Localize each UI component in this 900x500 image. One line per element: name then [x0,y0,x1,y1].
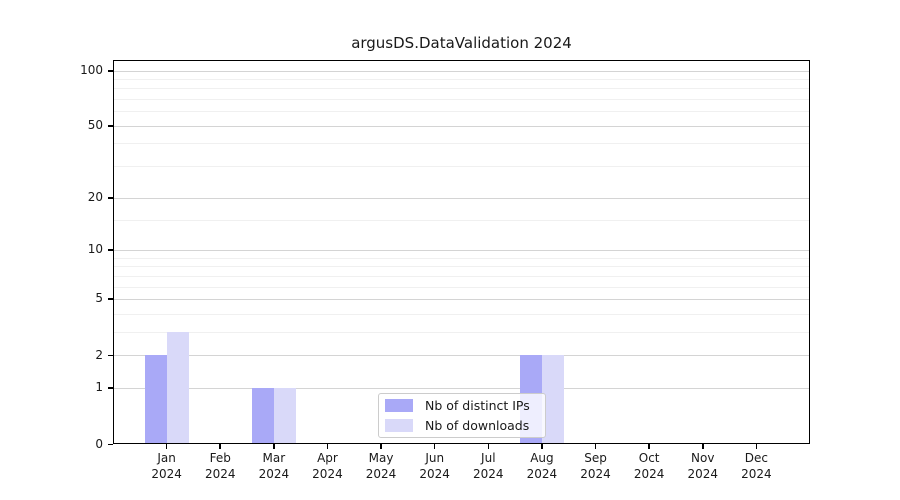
x-tick-mark [755,444,758,449]
legend-swatch-downloads [385,419,413,432]
bar-downloads-mar [273,387,296,444]
x-tick-mark [433,444,436,449]
y-tick-label: 1 [95,380,103,395]
gridline-minor [113,143,810,145]
x-tick-label: Apr 2024 [312,451,343,481]
x-tick-mark [702,444,704,449]
x-tick-label: May 2024 [365,451,397,481]
x-tick-label: Oct 2024 [633,451,665,481]
y-tick-mark [108,298,113,300]
gridline-minor [113,257,810,259]
x-tick-label: Mar 2024 [258,451,290,481]
y-tick-label: 20 [87,190,103,205]
x-tick-mark [219,444,221,449]
gridline-minor [113,266,810,268]
legend-label-downloads: Nb of downloads [425,418,530,433]
gridline-major [113,298,810,300]
x-tick-label: Nov 2024 [687,451,719,481]
chart-title: argusDS.DataValidation 2024 [351,34,572,52]
gridline-minor [113,219,810,221]
gridline-minor [113,313,810,315]
legend-label-distinct-ips: Nb of distinct IPs [425,398,530,413]
x-tick-label: Jun 2024 [419,451,450,481]
legend-entry-distinct-ips: Nb of distinct IPs [385,397,539,414]
y-tick-mark [108,387,113,389]
x-tick-label: Dec 2024 [741,451,772,481]
y-tick-mark [108,70,113,72]
x-tick-label: Aug 2024 [526,451,558,481]
y-tick-mark [108,249,113,251]
x-tick-mark [594,444,597,449]
x-tick-mark [541,444,543,449]
x-tick-mark [648,444,650,449]
gridline-major [113,249,810,251]
gridline-minor [113,99,810,101]
gridline-minor [113,275,810,277]
legend-swatch-distinct-ips [385,399,413,412]
y-tick-mark [108,197,113,199]
y-tick-mark [108,443,113,445]
gridline-minor [113,88,810,90]
x-tick-mark [380,444,382,449]
gridline-minor [113,331,810,333]
y-tick-label: 2 [95,347,103,362]
x-tick-label: Feb 2024 [204,451,236,481]
legend: Nb of distinct IPs Nb of downloads [378,393,546,438]
gridline-minor [113,78,810,80]
y-tick-mark [108,125,113,127]
gridline-major [113,70,810,72]
legend-entry-downloads: Nb of downloads [385,417,539,434]
x-tick-label: Jan 2024 [151,451,182,481]
x-tick-label: Jul 2024 [473,451,504,481]
bar-distinct-ips-mar [251,387,274,444]
y-tick-label: 10 [87,242,103,257]
y-tick-mark [108,354,113,357]
x-tick-label: Sep 2024 [580,451,611,481]
x-tick-mark [165,444,168,449]
gridline-major [113,355,810,357]
gridline-minor [113,166,810,168]
y-tick-label: 50 [87,118,103,133]
gridline-minor [113,286,810,288]
bar-downloads-jan [166,331,189,444]
gridline-major [113,387,810,389]
x-tick-mark [487,444,490,449]
gridline-minor [113,111,810,113]
y-tick-label: 0 [95,436,103,451]
x-tick-mark [326,444,329,449]
gridline-major [113,197,810,199]
bar-distinct-ips-jan [144,355,167,444]
gridline-major [113,125,810,127]
plot-frame [113,60,810,444]
y-tick-label: 100 [80,63,103,77]
x-tick-mark [273,444,275,449]
y-tick-label: 5 [95,291,103,306]
bar-downloads-aug [541,355,564,444]
